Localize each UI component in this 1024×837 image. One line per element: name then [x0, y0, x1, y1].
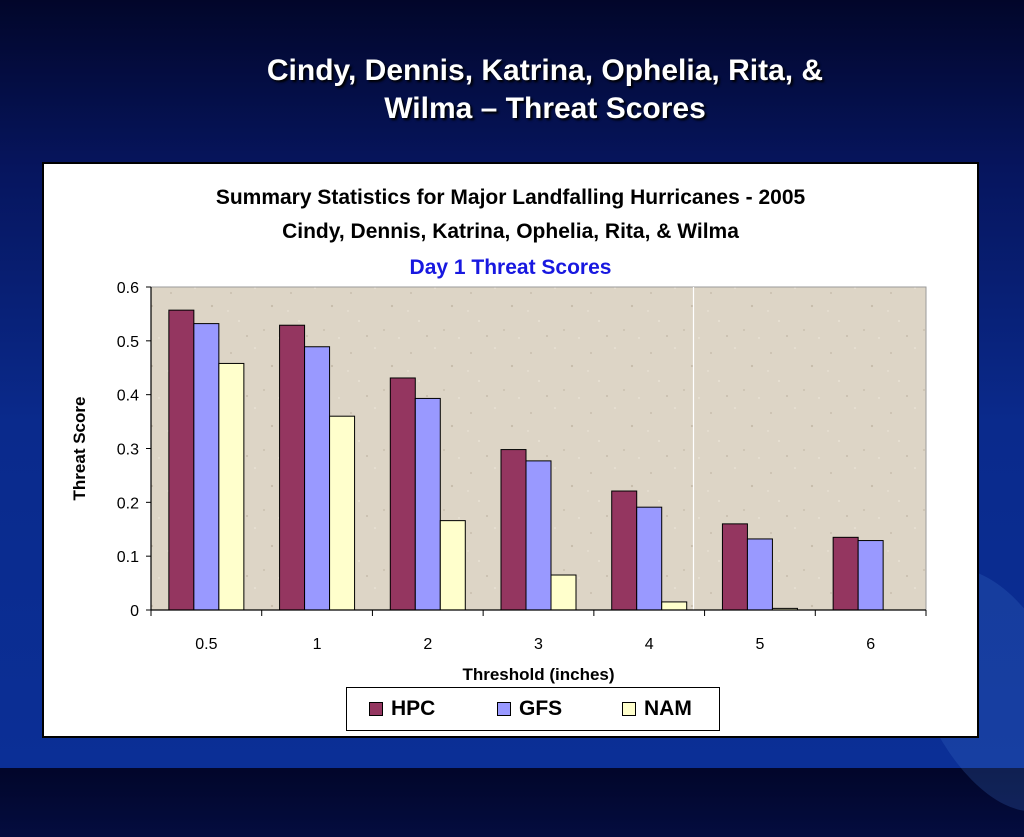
y-tick-label: 0: [130, 603, 139, 620]
bar-gfs-2: [414, 397, 441, 611]
x-tick-label: 1: [313, 636, 322, 653]
x-tick-label: 6: [866, 636, 875, 653]
bar-gfs-3: [525, 460, 552, 611]
legend-item-nam: NAM: [622, 697, 692, 720]
bar-gfs-4: [636, 506, 663, 611]
slide-title-line2: Wilma – Threat Scores: [384, 92, 706, 125]
legend-label-hpc: HPC: [391, 697, 436, 720]
slide-title: Cindy, Dennis, Katrina, Ophelia, Rita, &…: [0, 52, 1024, 128]
bar-nam-1: [329, 415, 356, 611]
y-tick-label: 0.3: [117, 442, 139, 459]
y-tick-label: 0.5: [117, 334, 139, 351]
legend-swatch-gfs: [497, 702, 511, 716]
x-tick-label: 5: [755, 636, 764, 653]
bar-gfs-0.5: [193, 323, 220, 611]
legend-item-gfs: GFS: [497, 697, 563, 720]
y-tick-label: 0.1: [117, 549, 139, 566]
legend-item-hpc: HPC: [369, 697, 436, 720]
legend-label-gfs: GFS: [519, 697, 563, 720]
bar-hpc-2: [389, 377, 416, 611]
legend-swatch-hpc: [369, 702, 383, 716]
x-tick-label: 2: [423, 636, 432, 653]
y-axis-label: Threat Score: [70, 397, 89, 501]
bar-gfs-6: [857, 540, 884, 611]
x-tick-label: 0.5: [195, 636, 217, 653]
y-tick-label: 0.4: [117, 388, 139, 405]
bar-hpc-5: [721, 523, 748, 611]
chart-panel: Summary Statistics for Major Landfalling…: [42, 162, 979, 738]
bar-gfs-5: [746, 538, 773, 611]
x-tick-label: 3: [534, 636, 543, 653]
chart-subtitle-day1: Day 1 Threat Scores: [409, 256, 612, 279]
bar-hpc-3: [500, 449, 527, 611]
bar-hpc-4: [611, 490, 638, 611]
chart-subtitle: Cindy, Dennis, Katrina, Ophelia, Rita, &…: [282, 220, 739, 243]
bar-hpc-0.5: [168, 309, 195, 611]
chart-title: Summary Statistics for Major Landfalling…: [215, 186, 806, 209]
bar-nam-4: [661, 601, 688, 611]
y-tick-label: 0.2: [117, 495, 139, 512]
bar-hpc-6: [832, 536, 859, 611]
bar-nam-3: [550, 574, 577, 611]
x-axis-label: Threshold (inches): [462, 665, 614, 684]
x-tick-label: 4: [645, 636, 654, 653]
bar-nam-2: [439, 520, 466, 611]
bar-hpc-1: [279, 324, 306, 611]
bar-chart: 0 0.1 0.2 0.3 0.4 0.5 0.6 0.5 1 2 3 4 5 6 Threat Scor…: [70, 280, 927, 684]
bar-nam-0.5: [218, 362, 245, 611]
bar-gfs-1: [304, 346, 331, 611]
y-tick-label: 0.6: [117, 280, 139, 297]
legend-label-nam: NAM: [644, 697, 692, 720]
slide-title-line1: Cindy, Dennis, Katrina, Ophelia, Rita, &: [266, 54, 824, 87]
legend: HPC GFS NAM: [346, 687, 720, 731]
legend-swatch-nam: [622, 702, 636, 716]
